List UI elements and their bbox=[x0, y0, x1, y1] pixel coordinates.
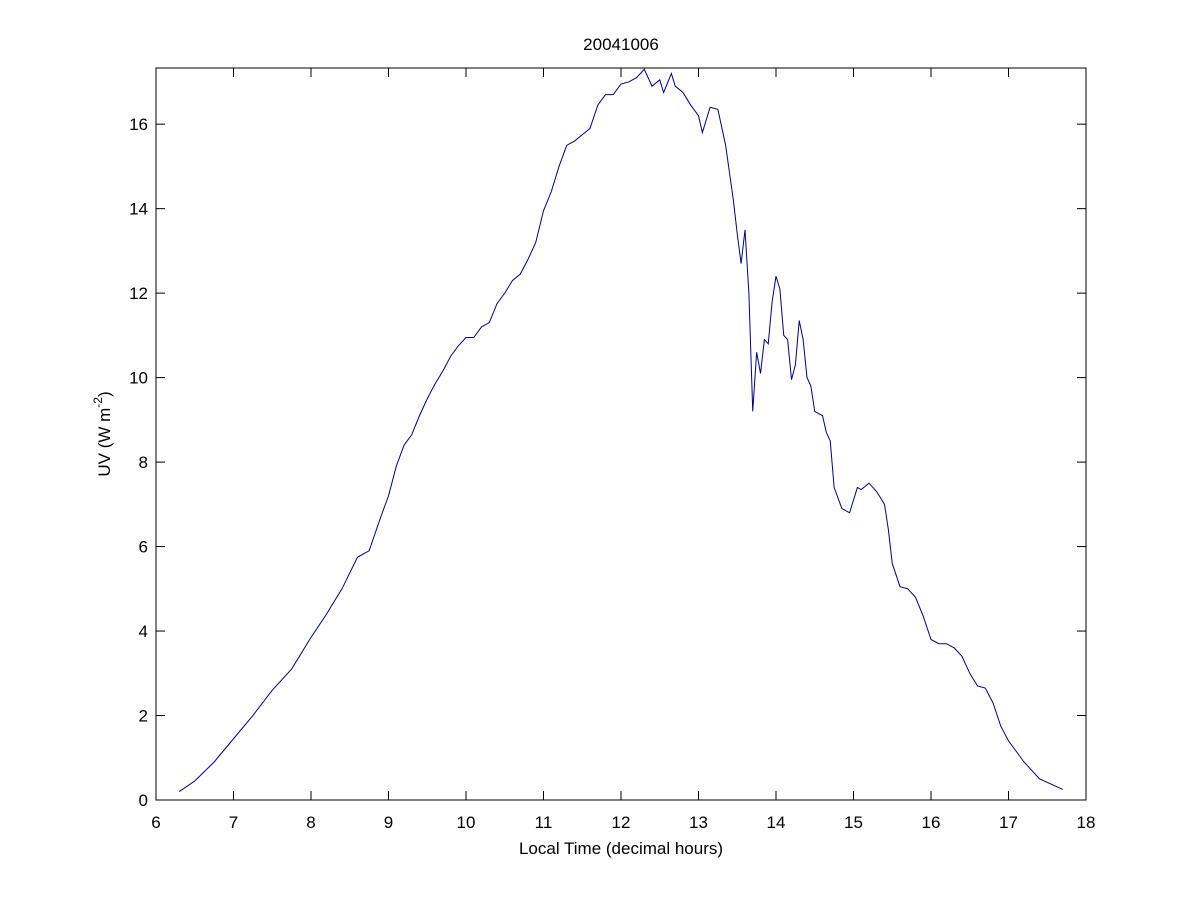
x-tick-label: 9 bbox=[384, 813, 393, 832]
chart-title: 20041006 bbox=[583, 35, 659, 54]
y-label-tail: ) bbox=[95, 391, 114, 397]
x-tick-label: 17 bbox=[999, 813, 1018, 832]
x-tick-label: 11 bbox=[535, 813, 553, 832]
y-tick-label: 2 bbox=[139, 707, 148, 726]
y-tick-label: 0 bbox=[139, 791, 148, 810]
y-tick-label: 6 bbox=[139, 538, 148, 557]
x-tick-label: 14 bbox=[767, 813, 786, 832]
y-label-main: UV (W m bbox=[95, 408, 114, 477]
x-tick-label: 12 bbox=[612, 813, 631, 832]
y-tick-label: 4 bbox=[139, 622, 148, 641]
y-tick-label: 14 bbox=[129, 200, 148, 219]
y-tick-label: 10 bbox=[129, 369, 148, 388]
x-axis-label: Local Time (decimal hours) bbox=[519, 839, 723, 858]
x-tick-label: 8 bbox=[306, 813, 315, 832]
y-tick-label: 12 bbox=[129, 284, 148, 303]
y-tick-label: 8 bbox=[139, 453, 148, 472]
x-tick-label: 18 bbox=[1077, 813, 1096, 832]
y-label-sup: -2 bbox=[91, 397, 105, 408]
plot-area bbox=[155, 67, 1087, 801]
x-tick-label: 16 bbox=[922, 813, 941, 832]
data-line bbox=[178, 68, 1063, 792]
y-tick-label: 16 bbox=[129, 115, 148, 134]
x-tick-label: 7 bbox=[229, 813, 238, 832]
x-tick-label: 6 bbox=[151, 813, 160, 832]
x-tick-label: 15 bbox=[844, 813, 863, 832]
x-tick-label: 13 bbox=[689, 813, 708, 832]
y-axis-label: UV (W m-2) bbox=[91, 391, 114, 476]
x-tick-label: 10 bbox=[457, 813, 476, 832]
